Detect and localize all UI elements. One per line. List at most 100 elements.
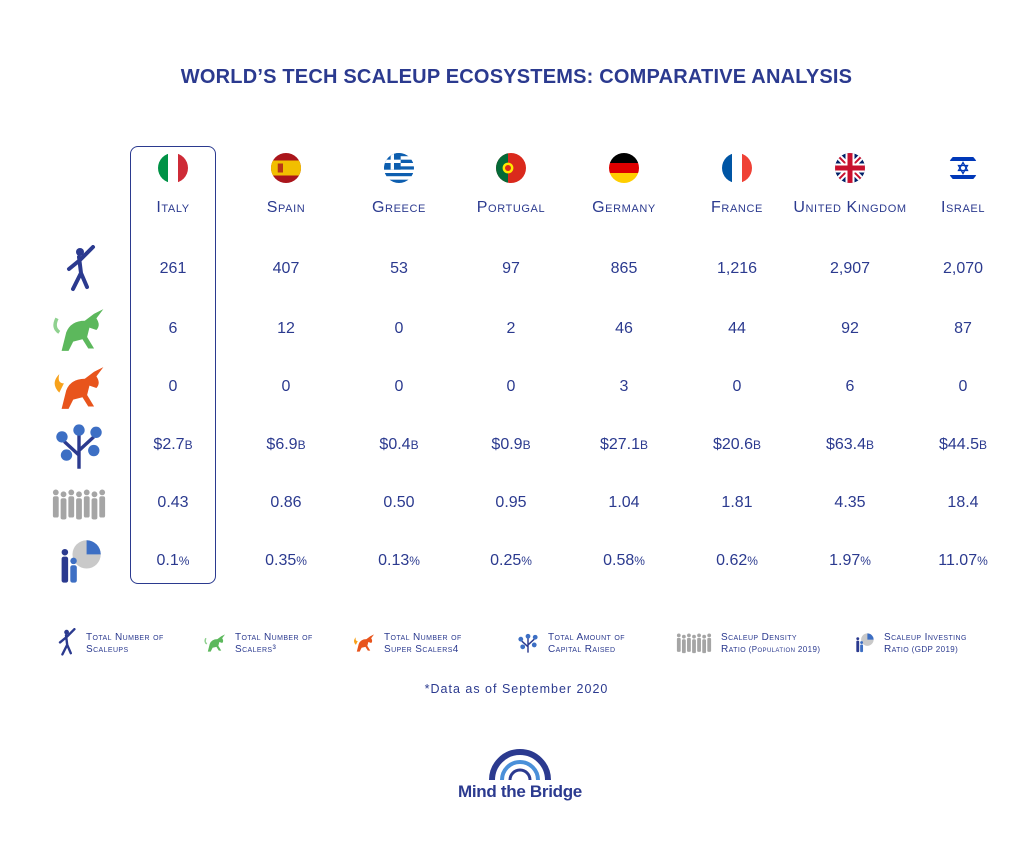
cell-value: 11.07 — [938, 552, 978, 569]
cell-value: 0.62 — [716, 552, 748, 569]
data-cell: 0 — [681, 378, 793, 396]
legend-line2: Ratio (GDP 2019) — [884, 644, 959, 655]
cell-value: 0.43 — [157, 494, 189, 511]
cell-unit: B — [640, 438, 649, 452]
legend-line2: Scalers³ — [235, 644, 277, 655]
cell-value: 865 — [610, 260, 638, 277]
fire-unicorn-icon — [50, 363, 108, 413]
logo-text: Mind the Bridge — [458, 782, 582, 801]
data-cell: 0.25% — [455, 552, 567, 570]
data-cell: 0 — [230, 378, 342, 396]
cell-value: 0.95 — [495, 494, 527, 511]
cell-value: 46 — [615, 320, 633, 337]
legend-line1: Total Amount of — [548, 632, 625, 643]
cell-value: 0 — [168, 378, 178, 395]
legend-line1: Total Number of — [86, 632, 164, 643]
data-cell: 0.43 — [117, 494, 229, 512]
cell-unit: B — [184, 438, 193, 452]
data-cell: 44 — [681, 320, 793, 338]
data-cell: 0 — [343, 320, 455, 338]
country-label: Spain — [266, 199, 306, 216]
jumping-person-icon — [50, 245, 108, 295]
data-cell: 3 — [568, 378, 680, 396]
greece-flag-icon — [384, 153, 414, 183]
data-cell: 0.86 — [230, 494, 342, 512]
data-cell: 0.35% — [230, 552, 342, 570]
money-tree-icon — [50, 421, 108, 471]
cell-value: 97 — [502, 260, 520, 277]
cell-value: 44 — [728, 320, 746, 337]
data-cell: $20.6B — [681, 436, 793, 454]
cell-unit: B — [410, 438, 419, 452]
data-cell: 87 — [907, 320, 1019, 338]
data-cell: $2.7B — [117, 436, 229, 454]
cell-unit: % — [634, 554, 645, 568]
cell-value: $63.4 — [825, 436, 867, 453]
data-cell: 92 — [794, 320, 906, 338]
cell-value: 0 — [281, 378, 291, 395]
data-cell: 12 — [230, 320, 342, 338]
cell-unit: % — [178, 554, 190, 568]
cell-unit: % — [860, 554, 871, 568]
data-cell: 0.50 — [343, 494, 455, 512]
legend-line2: Capital Raised — [548, 644, 616, 655]
data-cell: 1.97% — [794, 552, 906, 570]
cell-value: 1.97 — [829, 552, 861, 569]
cell-value: $0.9 — [491, 436, 523, 453]
data-cell: 0 — [117, 378, 229, 396]
cell-unit: B — [297, 438, 306, 452]
chart-title: WORLD’S TECH SCALEUP ECOSYSTEMS: COMPARA… — [180, 66, 853, 88]
cell-unit: B — [522, 438, 531, 452]
data-cell: 0.13% — [343, 552, 455, 570]
cell-value: $27.1 — [599, 436, 641, 453]
data-cell: $0.4B — [343, 436, 455, 454]
cell-value: 0.1 — [156, 552, 179, 569]
data-cell: 1.81 — [681, 494, 793, 512]
cell-value: 0.86 — [270, 494, 302, 511]
data-cell: 0 — [343, 378, 455, 396]
data-cell: 261 — [117, 260, 229, 278]
cell-value: 0.58 — [603, 552, 635, 569]
cell-value: 18.4 — [947, 494, 979, 511]
cell-value: 0 — [506, 378, 516, 395]
cell-value: 12 — [277, 320, 295, 337]
cell-value: 2,907 — [829, 260, 871, 277]
italy-flag-icon — [158, 153, 188, 183]
data-cell: 865 — [568, 260, 680, 278]
cell-value: 6 — [168, 320, 178, 337]
cell-unit: % — [747, 554, 758, 568]
cell-value: 92 — [841, 320, 859, 337]
cell-value: 407 — [272, 260, 300, 277]
data-cell: 4.35 — [794, 494, 906, 512]
country-label: Greece — [372, 199, 426, 216]
legend-line1: Total Number of — [384, 632, 462, 643]
data-cell: 0 — [907, 378, 1019, 396]
data-cell: 0.95 — [455, 494, 567, 512]
data-cell: 0.62% — [681, 552, 793, 570]
cell-value: 3 — [619, 378, 629, 395]
data-cell: 407 — [230, 260, 342, 278]
country-label: United Kingdom — [793, 199, 907, 216]
france-flag-icon — [722, 153, 752, 183]
portugal-flag-icon — [496, 153, 526, 183]
cell-value: 1,216 — [716, 260, 758, 277]
cell-value: $0.4 — [379, 436, 411, 453]
mind-the-bridge-logo: Mind the Bridge — [450, 740, 590, 810]
cell-value: 0 — [732, 378, 742, 395]
data-cell: $6.9B — [230, 436, 342, 454]
data-cell: 0.1% — [117, 552, 229, 570]
data-cell: 6 — [117, 320, 229, 338]
cell-value: $2.7 — [153, 436, 185, 453]
country-label: Germany — [592, 199, 656, 216]
cell-value: 0 — [958, 378, 968, 395]
spain-flag-icon — [271, 153, 301, 183]
legend-note: (Population 2019) — [746, 645, 821, 654]
country-label: Portugal — [476, 199, 546, 216]
data-cell: 18.4 — [907, 494, 1019, 512]
uk-flag-icon — [835, 153, 865, 183]
cell-value: $20.6 — [712, 436, 754, 453]
data-cell: 1.04 — [568, 494, 680, 512]
cell-value: 261 — [159, 260, 187, 277]
cell-value: 6 — [845, 378, 855, 395]
cell-value: 1.04 — [608, 494, 640, 511]
